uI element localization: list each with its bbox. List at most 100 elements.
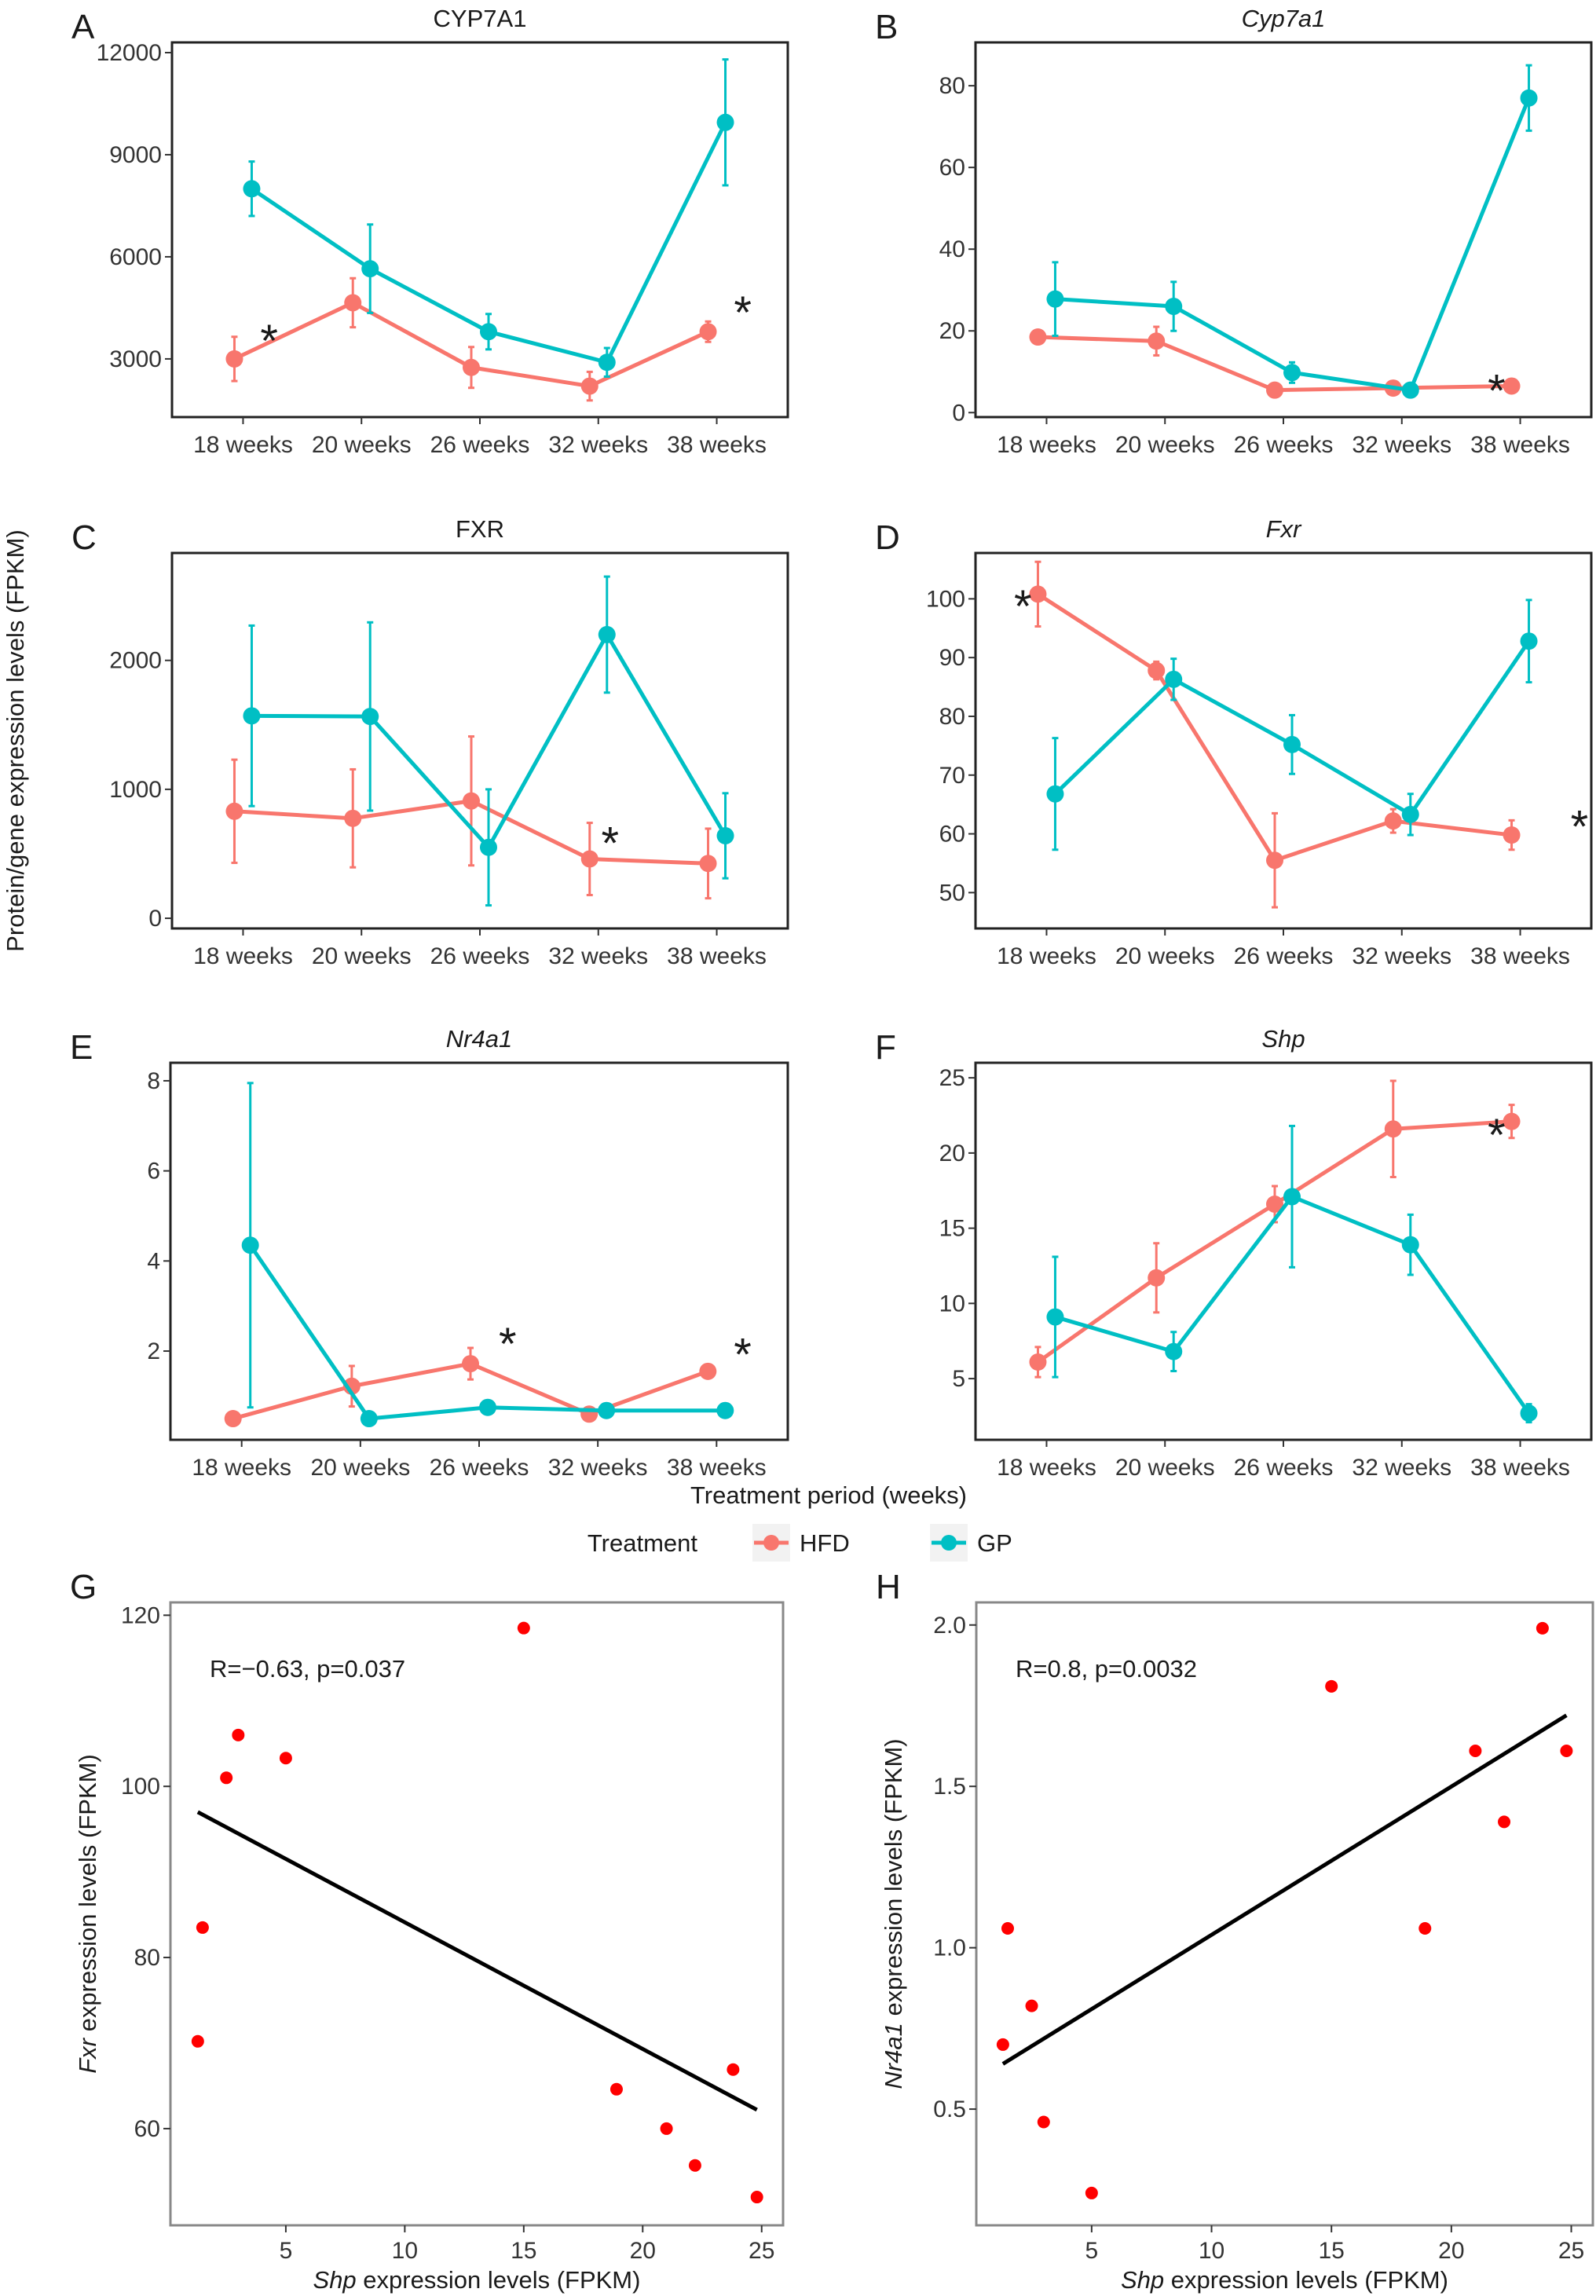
line-segment [1290, 742, 1413, 817]
data-point [1148, 661, 1166, 679]
x-tick-label: 20 weeks [1115, 943, 1215, 969]
significance-asterisk: * [1014, 581, 1032, 632]
y-tick-label: 15 [939, 1216, 965, 1242]
significance-asterisk: * [1488, 365, 1506, 416]
x-tick-label: 32 weeks [1352, 943, 1451, 969]
line-segment [232, 809, 355, 821]
line-segment [1408, 639, 1532, 817]
plot-frame [974, 41, 1593, 419]
data-point [1266, 1195, 1283, 1213]
y-tick-label: 50 [939, 880, 965, 906]
x-tick-label: 32 weeks [1352, 1455, 1451, 1481]
line-segment [231, 1384, 354, 1421]
data-point [241, 1236, 259, 1254]
line-segment [1154, 1202, 1277, 1280]
data-point [1165, 670, 1183, 688]
y-tick-label: 60 [939, 155, 965, 181]
scatter-point [191, 2034, 204, 2048]
panel-f: F Shp 18 weeks 20 weeks 26 weeks 32 weeks 38 w… [875, 1025, 1593, 1481]
data-point [463, 358, 480, 376]
data-point [1503, 1112, 1521, 1130]
y-tick-label: 0 [148, 906, 162, 932]
y-tick-label: 80 [134, 1945, 160, 1971]
data-point [1046, 290, 1064, 308]
data-point [1384, 1120, 1402, 1138]
line-segment [368, 714, 491, 850]
data-point [480, 323, 497, 341]
series-gp [1046, 599, 1538, 851]
x-tick-label: 20 [630, 2238, 656, 2264]
legend-marker-gp [941, 1535, 957, 1551]
panel-letter: E [70, 1028, 93, 1067]
y-tick-label: 100 [121, 1774, 160, 1800]
data-point [1503, 826, 1521, 844]
y-tick-label: 9000 [109, 142, 162, 168]
line-segment [605, 632, 728, 838]
x-tick-label: 26 weeks [430, 432, 530, 458]
x-tick-label: 32 weeks [548, 943, 648, 969]
panel-title: FXR [456, 515, 504, 543]
x-axis-label: Shp expression levels (FPKM) [1121, 2266, 1448, 2294]
data-point [225, 350, 243, 368]
data-point [344, 809, 362, 827]
line-segment [367, 1405, 490, 1421]
legend-label-gp: GP [977, 1529, 1012, 1557]
y-tick-label: 90 [939, 645, 965, 671]
y-tick-label: 120 [121, 1602, 160, 1628]
y-tick-label: 1.0 [933, 1935, 966, 1961]
panel-title: Nr4a1 [446, 1025, 512, 1053]
series-hfd [224, 1346, 717, 1428]
scatter-point [1325, 1679, 1338, 1693]
scatter-point [660, 2122, 673, 2135]
data-point [1046, 1308, 1064, 1326]
panel-letter: A [71, 8, 95, 46]
y-tick-label: 12000 [97, 40, 162, 66]
series-gp [243, 58, 734, 378]
data-point [1401, 381, 1419, 399]
panel-letter: G [70, 1568, 97, 1606]
line-segment [249, 186, 372, 271]
y-tick-label: 6 [147, 1159, 160, 1185]
y-tick-label: 3000 [109, 346, 162, 372]
x-axis-label: Shp expression levels (FPKM) [313, 2266, 641, 2294]
line-segment [1171, 1194, 1294, 1354]
data-point [1266, 851, 1283, 870]
y-tick-label: 1.5 [933, 1774, 966, 1800]
line-segment [605, 120, 728, 364]
data-point [479, 1398, 496, 1416]
x-tick-label: 26 weeks [1234, 943, 1334, 969]
line-segment [248, 1243, 372, 1421]
data-point [1165, 298, 1183, 316]
x-tick-label: 15 [1319, 2238, 1345, 2264]
y-tick-label: 6000 [109, 244, 162, 270]
panel-h: H 5 10 15 20 25 0.5 1.0 1.5 2.0 Shp expression lev… [876, 1568, 1594, 2294]
panel-c: C FXR 18 weeks 20 weeks 26 weeks 32 weeks 38 w… [71, 515, 789, 969]
x-tick-label: 15 [511, 2238, 536, 2264]
y-axis-label: Nr4a1 expression levels (FPKM) [880, 1738, 907, 2089]
y-tick-label: 1000 [109, 777, 162, 803]
line-segment [1052, 1315, 1176, 1354]
line-segment [1154, 339, 1277, 393]
x-tick-label: 26 weeks [1234, 432, 1334, 458]
scatter-point [1469, 1745, 1482, 1758]
series-gp [241, 1082, 734, 1428]
data-point [224, 1410, 242, 1428]
data-point [1029, 328, 1047, 346]
data-point [1520, 632, 1538, 650]
legend-marker-hfd [763, 1535, 779, 1551]
regression-line [196, 1810, 758, 2112]
scatter-point [196, 1921, 209, 1934]
x-tick-label: 25 [749, 2238, 774, 2264]
x-tick-label: 38 weeks [667, 943, 767, 969]
significance-asterisk: * [1571, 802, 1589, 853]
line-segment [1408, 96, 1532, 393]
y-tick-label: 10 [939, 1291, 965, 1316]
line-segment [1391, 818, 1514, 837]
line-segment [485, 1405, 609, 1413]
scatter-point [996, 2038, 1009, 2051]
line-segment [1272, 386, 1396, 393]
correlation-annotation: R=0.8, p=0.0032 [1016, 1655, 1197, 1683]
x-tick-label: 20 weeks [312, 432, 412, 458]
line-segment [1391, 1119, 1514, 1131]
plot-frame [169, 1061, 789, 1441]
